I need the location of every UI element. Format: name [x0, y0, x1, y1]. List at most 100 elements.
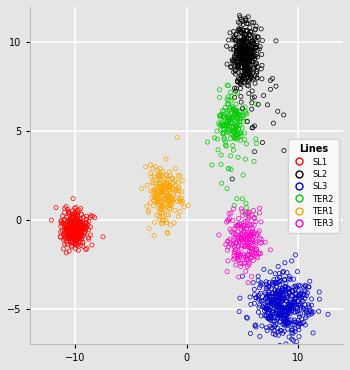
Point — [159, 202, 165, 208]
Point — [236, 274, 241, 280]
Point — [259, 51, 265, 57]
Point — [270, 281, 275, 287]
Point — [241, 39, 246, 45]
Point — [284, 305, 289, 311]
Point — [272, 300, 278, 306]
Point — [232, 136, 237, 142]
Point — [226, 127, 231, 133]
Point — [246, 262, 252, 268]
Point — [149, 179, 155, 185]
Point — [67, 223, 73, 229]
Point — [225, 238, 231, 244]
Point — [74, 242, 79, 248]
Point — [275, 332, 281, 338]
Point — [243, 42, 248, 48]
Point — [232, 34, 238, 40]
Point — [231, 58, 237, 64]
Point — [78, 222, 84, 228]
Point — [225, 115, 231, 121]
Point — [292, 319, 298, 325]
Point — [240, 51, 246, 57]
Point — [77, 232, 83, 238]
Point — [247, 58, 252, 64]
Point — [243, 209, 249, 215]
Point — [249, 19, 255, 25]
Point — [248, 240, 253, 246]
Point — [272, 314, 277, 320]
Point — [166, 188, 172, 194]
Point — [157, 197, 162, 203]
Point — [88, 232, 93, 238]
Point — [75, 235, 80, 241]
Point — [270, 290, 275, 296]
Point — [239, 50, 245, 56]
Point — [238, 236, 244, 242]
Point — [176, 188, 182, 194]
Point — [265, 315, 271, 321]
Point — [240, 46, 246, 52]
Point — [67, 218, 73, 223]
Point — [61, 246, 66, 252]
Point — [248, 49, 253, 55]
Point — [285, 312, 290, 318]
Point — [245, 65, 251, 71]
Point — [302, 282, 308, 288]
Point — [83, 223, 88, 229]
Point — [281, 112, 287, 118]
Point — [271, 322, 277, 328]
Point — [265, 299, 271, 305]
Point — [148, 162, 153, 168]
Point — [275, 315, 281, 321]
Point — [75, 233, 80, 239]
Point — [316, 308, 322, 314]
Point — [298, 304, 304, 310]
Point — [83, 221, 89, 227]
Point — [288, 300, 293, 306]
Point — [278, 289, 283, 295]
Point — [298, 311, 303, 317]
Point — [151, 198, 157, 204]
Point — [245, 51, 251, 57]
Point — [241, 50, 247, 56]
Point — [164, 212, 169, 218]
Point — [238, 85, 243, 91]
Point — [230, 107, 236, 112]
Point — [227, 116, 233, 122]
Point — [233, 37, 239, 43]
Point — [75, 223, 80, 229]
Point — [72, 227, 78, 233]
Point — [63, 227, 69, 233]
Point — [246, 65, 252, 71]
Point — [250, 54, 256, 60]
Point — [270, 290, 275, 296]
Point — [240, 56, 246, 62]
Point — [252, 292, 257, 297]
Point — [273, 295, 278, 300]
Point — [292, 329, 298, 334]
Point — [163, 217, 169, 223]
Point — [286, 286, 292, 292]
Point — [247, 47, 252, 53]
Point — [240, 21, 246, 27]
Point — [280, 288, 286, 294]
Point — [243, 110, 248, 116]
Point — [151, 187, 157, 193]
Point — [231, 133, 236, 139]
Point — [280, 306, 286, 312]
Point — [277, 288, 282, 294]
Point — [284, 315, 289, 321]
Point — [153, 164, 158, 169]
Point — [243, 254, 248, 260]
Point — [237, 295, 243, 301]
Point — [251, 258, 256, 263]
Point — [243, 48, 249, 54]
Point — [70, 196, 76, 202]
Point — [241, 251, 247, 257]
Point — [70, 235, 76, 241]
Point — [252, 56, 257, 62]
Point — [275, 287, 280, 293]
Point — [241, 34, 247, 40]
Point — [223, 142, 228, 148]
Point — [232, 67, 238, 73]
Point — [244, 53, 250, 58]
